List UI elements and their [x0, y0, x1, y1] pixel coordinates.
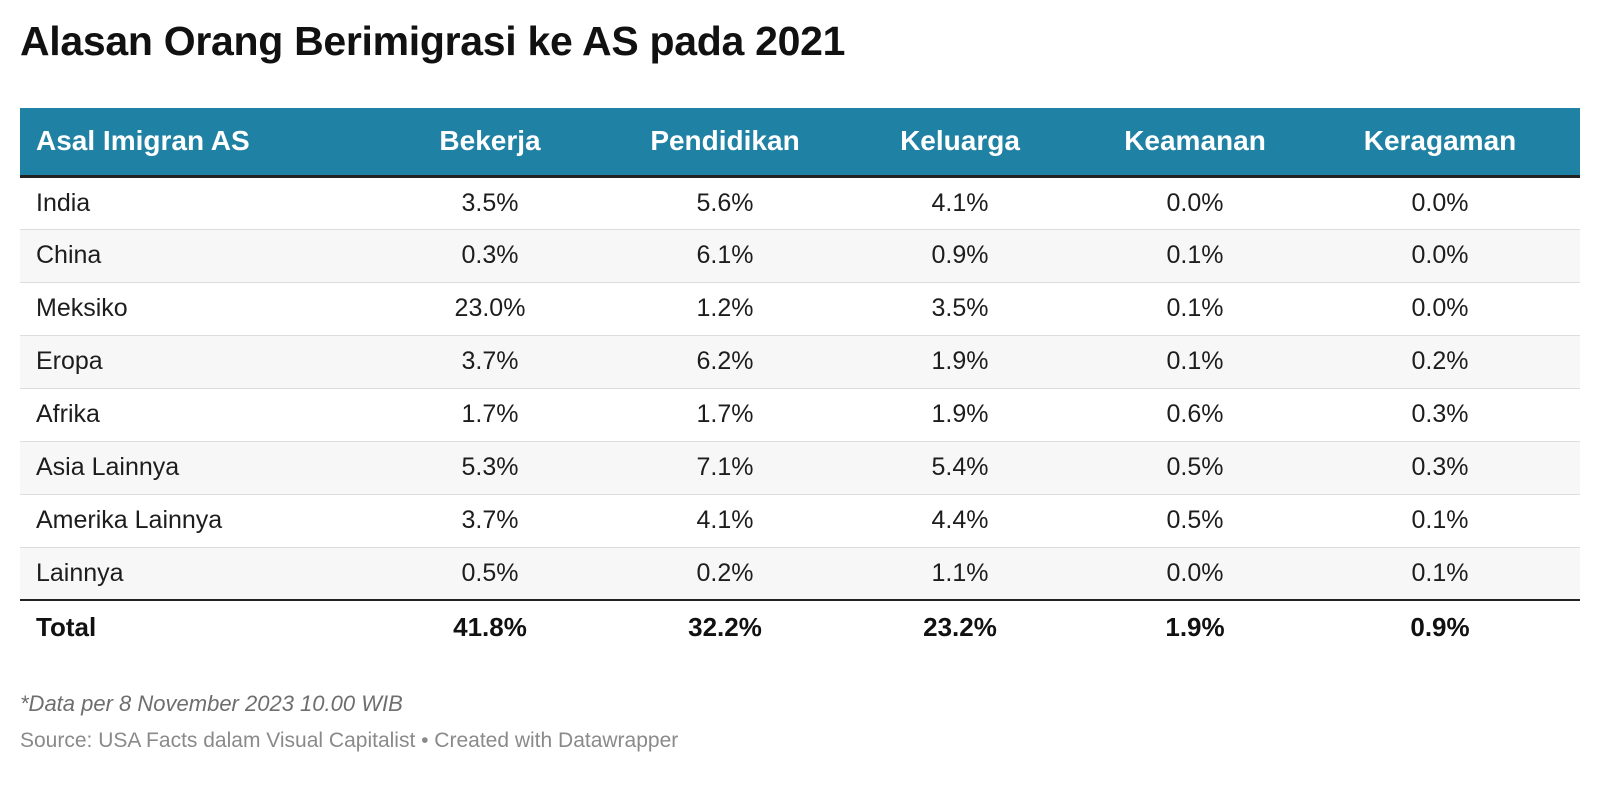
- table-row: Afrika 1.7% 1.7% 1.9% 0.6% 0.3%: [20, 388, 1580, 442]
- table-header: Asal Imigran AS Bekerja Pendidikan Kelua…: [20, 108, 1580, 178]
- table-row: China 0.3% 6.1% 0.9% 0.1% 0.0%: [20, 229, 1580, 283]
- data-table: Asal Imigran AS Bekerja Pendidikan Kelua…: [20, 108, 1580, 653]
- total-pendidikan: 32.2%: [688, 611, 762, 642]
- cell-origin: India: [20, 176, 360, 230]
- table-row: Lainnya 0.5% 0.2% 1.1% 0.0% 0.1%: [20, 547, 1580, 601]
- cell-bekerja: 3.7%: [360, 335, 620, 389]
- cell-keamanan: 0.1%: [1090, 335, 1300, 389]
- header-keamanan[interactable]: Keamanan: [1090, 108, 1300, 178]
- cell-keluarga: 1.9%: [830, 335, 1090, 389]
- cell-keluarga: 0.9%: [830, 229, 1090, 283]
- data-table-container: Asal Imigran AS Bekerja Pendidikan Kelua…: [20, 108, 1580, 653]
- cell-bekerja: 1.7%: [360, 388, 620, 442]
- cell-keragaman: 0.3%: [1300, 441, 1580, 495]
- cell-keluarga: 5.4%: [830, 441, 1090, 495]
- chart-title: Alasan Orang Berimigrasi ke AS pada 2021: [20, 18, 846, 64]
- header-bekerja[interactable]: Bekerja: [360, 108, 620, 178]
- total-keluarga: 23.2%: [923, 611, 997, 642]
- source-credit: Source: USA Facts dalam Visual Capitalis…: [20, 729, 679, 752]
- cell-keluarga: 3.5%: [830, 282, 1090, 336]
- table-footer: Total 41.8% 32.2% 23.2% 1.9% 0.9%: [20, 600, 1580, 653]
- table-row: India 3.5% 5.6% 4.1% 0.0% 0.0%: [20, 176, 1580, 230]
- cell-keluarga: 4.4%: [830, 494, 1090, 548]
- table-row: Eropa 3.7% 6.2% 1.9% 0.1% 0.2%: [20, 335, 1580, 389]
- cell-origin: Lainnya: [20, 547, 360, 601]
- cell-pendidikan: 0.2%: [620, 547, 830, 601]
- cell-bekerja: 3.5%: [360, 176, 620, 230]
- total-bekerja: 41.8%: [453, 611, 527, 642]
- cell-keragaman: 0.0%: [1300, 282, 1580, 336]
- total-row: Total 41.8% 32.2% 23.2% 1.9% 0.9%: [20, 600, 1580, 653]
- cell-origin: Asia Lainnya: [20, 441, 360, 495]
- table-row: Meksiko 23.0% 1.2% 3.5% 0.1% 0.0%: [20, 282, 1580, 336]
- cell-pendidikan: 7.1%: [620, 441, 830, 495]
- cell-keluarga: 1.1%: [830, 547, 1090, 601]
- cell-keamanan: 0.5%: [1090, 441, 1300, 495]
- cell-bekerja: 0.5%: [360, 547, 620, 601]
- cell-pendidikan: 5.6%: [620, 176, 830, 230]
- cell-keluarga: 1.9%: [830, 388, 1090, 442]
- cell-bekerja: 23.0%: [360, 282, 620, 336]
- cell-pendidikan: 1.2%: [620, 282, 830, 336]
- cell-pendidikan: 6.1%: [620, 229, 830, 283]
- cell-origin: Amerika Lainnya: [20, 494, 360, 548]
- cell-pendidikan: 6.2%: [620, 335, 830, 389]
- total-keamanan: 1.9%: [1165, 611, 1225, 642]
- cell-origin: Meksiko: [20, 282, 360, 336]
- data-note: *Data per 8 November 2023 10.00 WIB: [20, 691, 403, 716]
- header-row: Asal Imigran AS Bekerja Pendidikan Kelua…: [20, 108, 1580, 178]
- cell-bekerja: 3.7%: [360, 494, 620, 548]
- cell-bekerja: 0.3%: [360, 229, 620, 283]
- cell-keamanan: 0.5%: [1090, 494, 1300, 548]
- cell-pendidikan: 4.1%: [620, 494, 830, 548]
- total-keragaman: 0.9%: [1410, 611, 1470, 642]
- cell-keragaman: 0.0%: [1300, 229, 1580, 283]
- cell-keamanan: 0.1%: [1090, 229, 1300, 283]
- header-keragaman[interactable]: Keragaman: [1300, 108, 1580, 178]
- table-body: India 3.5% 5.6% 4.1% 0.0% 0.0% China 0.3% 6.1% 0.…: [20, 176, 1580, 601]
- cell-pendidikan: 1.7%: [620, 388, 830, 442]
- cell-keragaman: 0.3%: [1300, 388, 1580, 442]
- cell-bekerja: 5.3%: [360, 441, 620, 495]
- table-row: Amerika Lainnya 3.7% 4.1% 4.4% 0.5% 0.1%: [20, 494, 1580, 548]
- cell-keamanan: 0.0%: [1090, 176, 1300, 230]
- table-row: Asia Lainnya 5.3% 7.1% 5.4% 0.5% 0.3%: [20, 441, 1580, 495]
- cell-keamanan: 0.0%: [1090, 547, 1300, 601]
- header-pendidikan[interactable]: Pendidikan: [620, 108, 830, 178]
- cell-keragaman: 0.0%: [1300, 176, 1580, 230]
- cell-origin: Eropa: [20, 335, 360, 389]
- cell-origin: China: [20, 229, 360, 283]
- cell-keragaman: 0.1%: [1300, 547, 1580, 601]
- cell-keragaman: 0.2%: [1300, 335, 1580, 389]
- cell-keamanan: 0.6%: [1090, 388, 1300, 442]
- cell-keamanan: 0.1%: [1090, 282, 1300, 336]
- cell-origin: Afrika: [20, 388, 360, 442]
- cell-keluarga: 4.1%: [830, 176, 1090, 230]
- total-label: Total: [36, 611, 97, 642]
- header-keluarga[interactable]: Keluarga: [830, 108, 1090, 178]
- header-origin[interactable]: Asal Imigran AS: [20, 108, 360, 178]
- cell-keragaman: 0.1%: [1300, 494, 1580, 548]
